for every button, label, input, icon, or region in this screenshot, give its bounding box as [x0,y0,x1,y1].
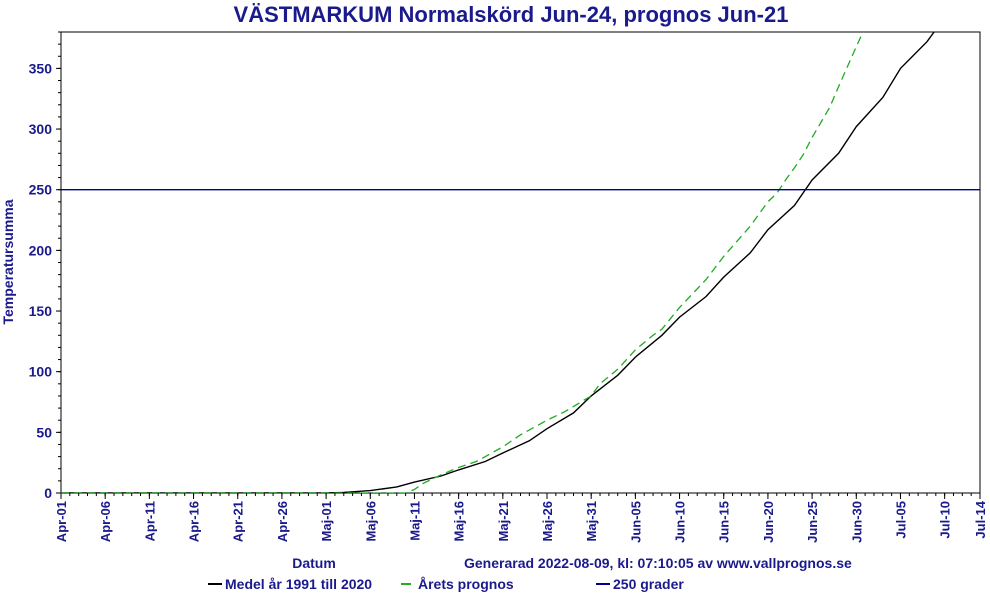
x-tick-label: Maj-01 [319,501,334,541]
y-tick-label: 150 [29,303,53,319]
x-tick-label: Jun-20 [761,501,776,543]
x-tick-label: Apr-06 [98,501,113,542]
series-line-1 [61,32,864,493]
x-tick-label: Apr-01 [54,501,69,542]
x-tick-label: Apr-16 [187,501,202,542]
x-tick-label: Jun-05 [628,501,643,543]
y-axis-label: Temperatursumma [0,199,16,324]
series-group [61,32,980,493]
y-tick-label: 0 [44,485,52,501]
y-tick-label: 250 [29,182,53,198]
x-tick-label: Maj-16 [452,501,467,541]
y-axis: 0 50 100 150 200 250 300 350 [29,31,61,501]
x-axis: Apr-01 Apr-06 Apr-11 Apr-16 Apr-21 Apr-26 Maj-… [54,493,988,543]
x-tick-label: Jul-05 [893,501,908,539]
x-tick-label: Maj-26 [540,501,555,541]
footer-text: Generarad 2022-08-09, kl: 07:10:05 av ww… [464,555,852,571]
x-tick-label: Jul-10 [938,501,953,539]
y-tick-label: 300 [29,121,53,137]
x-tick-label: Jun-25 [805,501,820,543]
x-tick-label: Maj-11 [407,501,422,541]
legend-label-2: 250 grader [613,576,684,592]
x-tick-label: Jun-10 [673,501,688,543]
x-tick-label: Maj-21 [496,501,511,541]
x-tick-label: Jul-14 [973,500,988,538]
x-tick-label: Apr-11 [142,501,157,541]
x-tick-label: Apr-26 [275,501,290,542]
x-tick-label: Apr-21 [231,501,246,542]
series-line-0 [61,32,935,493]
legend-label-0: Medel år 1991 till 2020 [225,576,372,592]
x-tick-label: Jun-15 [717,501,732,543]
y-tick-label: 100 [29,364,53,380]
y-tick-label: 350 [29,60,53,76]
legend: Medel år 1991 till 2020 Årets prognos 250 … [208,576,684,592]
plot-area [60,31,981,494]
x-tick-label: Maj-06 [363,501,378,541]
legend-label-1: Årets prognos [418,576,514,592]
y-tick-label: 200 [29,242,53,258]
x-tick-label: Maj-31 [584,501,599,541]
y-tick-label: 50 [36,424,52,440]
x-tick-label: Jun-30 [849,501,864,543]
x-axis-label: Datum [292,555,336,571]
chart-title: VÄSTMARKUM Normalskörd Jun-24, prognos J… [234,2,789,27]
